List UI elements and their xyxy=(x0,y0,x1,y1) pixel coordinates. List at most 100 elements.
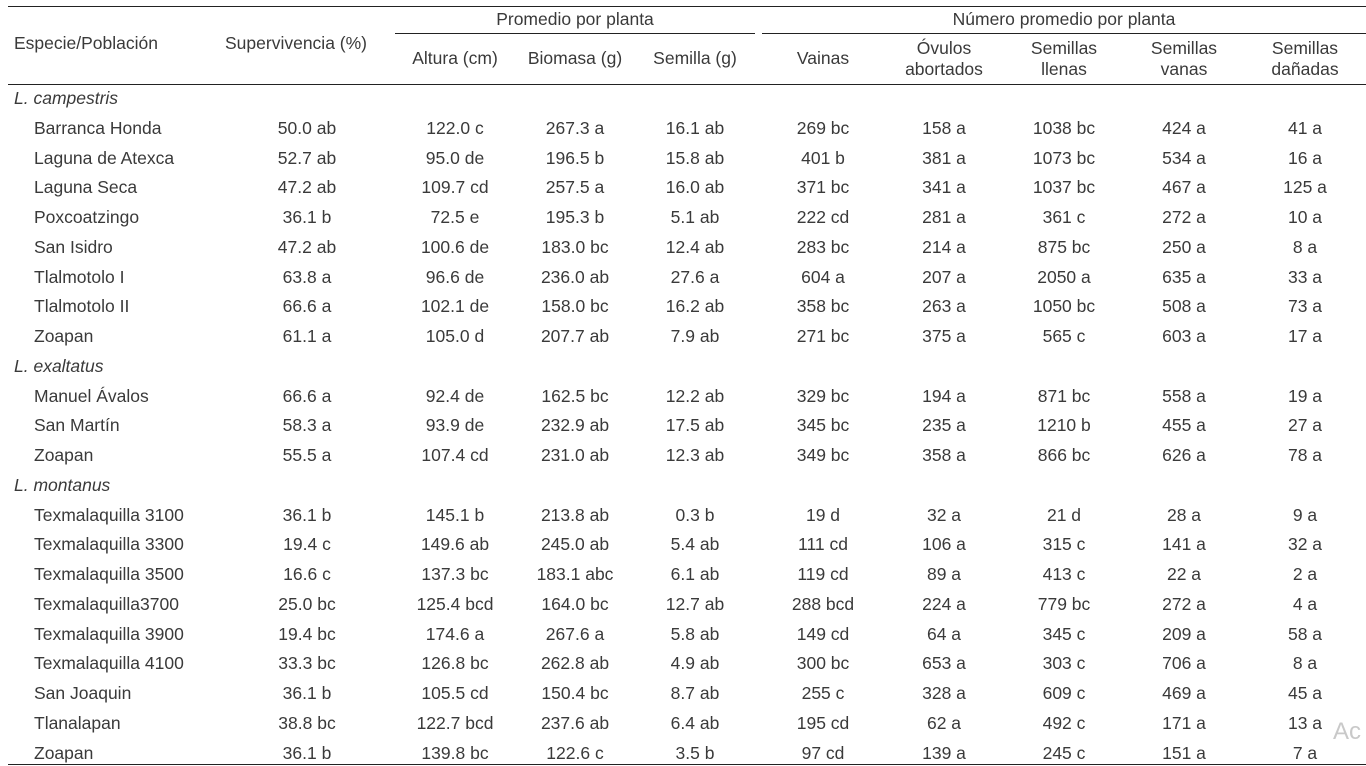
cell-llenas: 1073 bc xyxy=(1032,147,1096,168)
cell-poblacion: Zoapan xyxy=(34,445,94,465)
cell-llenas: 875 bc xyxy=(1037,236,1091,257)
cell-vainas: 358 bc xyxy=(796,296,850,317)
cell-poblacion: San Isidro xyxy=(34,236,113,257)
header-altura: Altura (cm) xyxy=(412,48,498,68)
cell-vainas: 111 cd xyxy=(798,534,848,555)
cell-danadas: 32 a xyxy=(1287,534,1323,555)
cell-semilla: 12.2 ab xyxy=(665,385,725,406)
header-llenas-line2: llenas xyxy=(1041,59,1087,79)
cell-semilla: 5.8 ab xyxy=(670,623,720,644)
cell-danadas: 73 a xyxy=(1287,296,1323,317)
cell-danadas: 45 a xyxy=(1287,683,1323,703)
cell-supervivencia: 38.8 bc xyxy=(278,712,336,733)
cell-semilla: 5.1 ab xyxy=(670,207,720,227)
cell-llenas: 866 bc xyxy=(1037,445,1091,465)
cell-poblacion: Zoapan xyxy=(34,742,94,763)
cell-supervivencia: 61.1 a xyxy=(282,326,332,346)
header-supervivencia: Supervivencia (%) xyxy=(225,33,367,53)
cell-poblacion: Zoapan xyxy=(34,326,94,346)
cell-llenas: 1037 bc xyxy=(1032,177,1096,198)
cell-biomasa: 267.6 a xyxy=(545,623,605,644)
cell-semilla: 6.4 ab xyxy=(670,712,720,733)
cell-altura: 95.0 de xyxy=(425,147,485,168)
header-vanas-line1: Semillas xyxy=(1150,38,1218,58)
cell-supervivencia: 25.0 bc xyxy=(278,593,336,614)
cell-supervivencia: 36.1 b xyxy=(282,683,332,703)
cell-vainas: 149 cd xyxy=(796,623,850,644)
cell-vainas: 119 cd xyxy=(797,564,849,584)
cell-vanas: 455 a xyxy=(1162,415,1206,436)
cell-llenas: 1050 bc xyxy=(1032,296,1096,317)
cell-llenas: 413 c xyxy=(1042,564,1086,584)
cell-poblacion: San Joaquin xyxy=(34,683,132,703)
cell-supervivencia: 33.3 bc xyxy=(278,653,336,674)
cell-poblacion: Manuel Ávalos xyxy=(34,385,149,406)
cell-llenas: 1210 b xyxy=(1037,415,1091,436)
cell-supervivencia: 52.7 ab xyxy=(277,147,337,168)
cell-altura: 107.4 cd xyxy=(421,445,489,465)
cell-llenas: 565 c xyxy=(1042,326,1086,346)
cell-supervivencia: 63.8 a xyxy=(282,266,332,287)
cell-semilla: 15.8 ab xyxy=(665,147,725,168)
cell-vainas: 19 d xyxy=(805,504,841,525)
cell-llenas: 2050 a xyxy=(1037,266,1091,287)
cell-biomasa: 232.9 ab xyxy=(540,415,610,436)
cell-vanas: 706 a xyxy=(1162,653,1206,674)
cell-ovulos: 328 a xyxy=(922,683,966,703)
table-top-rule xyxy=(8,6,1366,7)
cell-vanas: 272 a xyxy=(1162,207,1206,227)
header-group-numero: Número promedio por planta xyxy=(952,9,1176,29)
cell-danadas: 10 a xyxy=(1287,207,1323,227)
cell-poblacion: Texmalaquilla3700 xyxy=(34,593,179,614)
cell-supervivencia: 47.2 ab xyxy=(277,177,337,198)
cell-poblacion: Texmalaquilla 3500 xyxy=(34,564,184,584)
cell-vanas: 534 a xyxy=(1162,147,1206,168)
cell-altura: 149.6 ab xyxy=(420,534,490,555)
cell-supervivencia: 19.4 bc xyxy=(278,623,336,644)
header-danadas-line2: dañadas xyxy=(1271,59,1339,79)
cell-vainas: 222 cd xyxy=(796,207,850,227)
cell-vainas: 371 bc xyxy=(796,177,850,198)
cell-vanas: 603 a xyxy=(1162,326,1206,346)
cell-ovulos: 106 a xyxy=(922,534,966,555)
cell-vanas: 558 a xyxy=(1162,385,1206,406)
cell-vainas: 329 bc xyxy=(796,385,850,406)
cell-poblacion: Texmalaquilla 3100 xyxy=(34,504,184,525)
cell-vanas: 28 a xyxy=(1166,504,1202,525)
cell-danadas: 8 a xyxy=(1292,236,1318,257)
cell-altura: 137.3 bc xyxy=(421,564,489,584)
cell-llenas: 871 bc xyxy=(1037,385,1091,406)
cell-supervivencia: 19.4 c xyxy=(283,534,331,555)
cell-poblacion: San Martín xyxy=(34,415,120,436)
cell-ovulos: 235 a xyxy=(922,415,966,436)
cell-biomasa: 213.8 ab xyxy=(540,504,610,525)
cell-poblacion: Texmalaquilla 3300 xyxy=(34,534,184,555)
cell-altura: 122.0 c xyxy=(426,117,484,138)
species-header: L. montanus xyxy=(14,474,111,495)
cell-vainas: 604 a xyxy=(801,266,845,287)
cell-supervivencia: 66.6 a xyxy=(282,385,332,406)
cell-danadas: 41 a xyxy=(1287,117,1323,138)
group-rule-promedio xyxy=(395,33,755,34)
cell-altura: 100.6 de xyxy=(420,236,490,257)
cell-vanas: 635 a xyxy=(1162,266,1206,287)
group-rule-numero xyxy=(762,33,1366,34)
cell-altura: 126.8 bc xyxy=(421,653,489,674)
cell-ovulos: 194 a xyxy=(922,385,966,406)
cell-ovulos: 89 a xyxy=(926,564,962,584)
cell-vanas: 141 a xyxy=(1162,534,1206,555)
cell-altura: 139.8 bc xyxy=(421,742,489,763)
cell-llenas: 1038 bc xyxy=(1032,117,1096,138)
cell-vainas: 271 bc xyxy=(796,326,850,346)
cell-semilla: 4.9 ab xyxy=(670,653,720,674)
cell-supervivencia: 36.1 b xyxy=(282,207,332,227)
header-llenas-line1: Semillas xyxy=(1030,38,1098,58)
cell-vainas: 97 cd xyxy=(801,742,845,763)
cell-semilla: 27.6 a xyxy=(670,266,720,287)
header-vainas: Vainas xyxy=(796,48,850,68)
header-ovulos-line2: abortados xyxy=(905,59,983,79)
cell-semilla: 12.4 ab xyxy=(665,236,725,257)
species-header: L. exaltatus xyxy=(14,355,104,376)
cell-vainas: 269 bc xyxy=(796,117,850,138)
cell-semilla: 17.5 ab xyxy=(665,415,725,436)
